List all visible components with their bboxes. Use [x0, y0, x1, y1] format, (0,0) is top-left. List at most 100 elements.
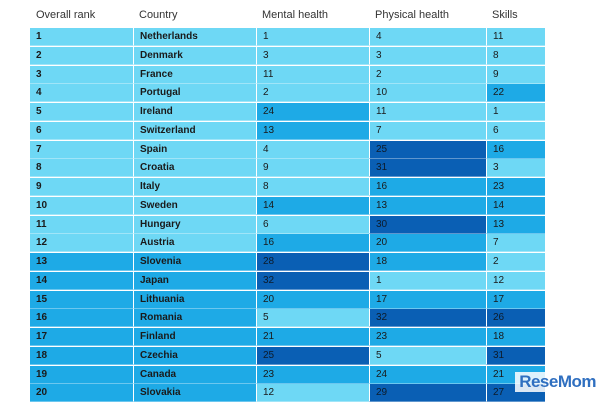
- rank-cell: 2: [30, 46, 133, 65]
- table-row: 3 France 11 2 9: [30, 65, 545, 84]
- skills-cell: 12: [486, 271, 545, 290]
- rank-cell: 13: [30, 253, 133, 271]
- skills-cell: 6: [486, 121, 545, 140]
- physical-health-cell: 29: [369, 384, 486, 402]
- country-cell: Czechia: [133, 346, 256, 365]
- mental-health-cell: 11: [256, 65, 369, 84]
- column-header-mental-health: Mental health: [262, 9, 329, 21]
- mental-health-cell: 21: [256, 328, 369, 346]
- physical-health-cell: 32: [369, 309, 486, 328]
- rank-cell: 11: [30, 215, 133, 234]
- physical-health-cell: 7: [369, 121, 486, 140]
- mental-health-cell: 28: [256, 253, 369, 271]
- table-row: 15 Lithuania 20 17 17: [30, 290, 545, 309]
- physical-health-cell: 13: [369, 196, 486, 215]
- column-header-physical-health: Physical health: [375, 9, 449, 21]
- table-row: 17 Finland 21 23 18: [30, 328, 545, 346]
- rank-cell: 17: [30, 328, 133, 346]
- skills-cell: 13: [486, 215, 545, 234]
- physical-health-cell: 2: [369, 65, 486, 84]
- rank-cell: 10: [30, 196, 133, 215]
- ranking-table: 1 Netherlands 1 4 11 2 Denmark 3 3 8 3 France 11 2 9 4 P…: [30, 28, 545, 402]
- mental-health-cell: 1: [256, 28, 369, 46]
- skills-cell: 11: [486, 28, 545, 46]
- table-row: 20 Slovakia 12 29 27: [30, 384, 545, 402]
- mental-health-cell: 4: [256, 140, 369, 159]
- country-cell: Finland: [133, 328, 256, 346]
- mental-health-cell: 16: [256, 234, 369, 253]
- skills-cell: 7: [486, 234, 545, 253]
- table-row: 16 Romania 5 32 26: [30, 309, 545, 328]
- mental-health-cell: 14: [256, 196, 369, 215]
- rank-cell: 7: [30, 140, 133, 159]
- physical-health-cell: 23: [369, 328, 486, 346]
- column-header-row: Overall rank Country Mental health Physi…: [0, 0, 610, 28]
- rank-cell: 15: [30, 290, 133, 309]
- column-header-country: Country: [139, 9, 178, 21]
- physical-health-cell: 10: [369, 84, 486, 103]
- mental-health-cell: 5: [256, 309, 369, 328]
- skills-cell: 14: [486, 196, 545, 215]
- physical-health-cell: 4: [369, 28, 486, 46]
- rank-cell: 4: [30, 84, 133, 103]
- rank-cell: 14: [30, 271, 133, 290]
- skills-cell: 22: [486, 84, 545, 103]
- table-row: 11 Hungary 6 30 13: [30, 215, 545, 234]
- physical-health-cell: 24: [369, 365, 486, 384]
- physical-health-cell: 1: [369, 271, 486, 290]
- skills-cell: 31: [486, 346, 545, 365]
- rank-cell: 12: [30, 234, 133, 253]
- table-row: 10 Sweden 14 13 14: [30, 196, 545, 215]
- country-cell: Japan: [133, 271, 256, 290]
- mental-health-cell: 8: [256, 178, 369, 196]
- country-cell: Romania: [133, 309, 256, 328]
- column-header-skills: Skills: [492, 9, 518, 21]
- skills-cell: 23: [486, 178, 545, 196]
- physical-health-cell: 17: [369, 290, 486, 309]
- physical-health-cell: 3: [369, 46, 486, 65]
- physical-health-cell: 5: [369, 346, 486, 365]
- skills-cell: 3: [486, 159, 545, 178]
- watermark-text: ReseMom: [519, 372, 596, 391]
- table-row: 4 Portugal 2 10 22: [30, 84, 545, 103]
- mental-health-cell: 12: [256, 384, 369, 402]
- mental-health-cell: 13: [256, 121, 369, 140]
- country-cell: Hungary: [133, 215, 256, 234]
- country-cell: Switzerland: [133, 121, 256, 140]
- rank-cell: 20: [30, 384, 133, 402]
- table-row: 2 Denmark 3 3 8: [30, 46, 545, 65]
- skills-cell: 16: [486, 140, 545, 159]
- mental-health-cell: 2: [256, 84, 369, 103]
- physical-health-cell: 30: [369, 215, 486, 234]
- country-cell: Denmark: [133, 46, 256, 65]
- physical-health-cell: 16: [369, 178, 486, 196]
- table-row: 14 Japan 32 1 12: [30, 271, 545, 290]
- physical-health-cell: 18: [369, 253, 486, 271]
- country-cell: Lithuania: [133, 290, 256, 309]
- country-cell: Croatia: [133, 159, 256, 178]
- skills-cell: 18: [486, 328, 545, 346]
- country-cell: Sweden: [133, 196, 256, 215]
- table-row: 13 Slovenia 28 18 2: [30, 253, 545, 271]
- country-cell: Ireland: [133, 103, 256, 121]
- skills-cell: 2: [486, 253, 545, 271]
- table-row: 5 Ireland 24 11 1: [30, 103, 545, 121]
- mental-health-cell: 24: [256, 103, 369, 121]
- skills-cell: 8: [486, 46, 545, 65]
- country-cell: Italy: [133, 178, 256, 196]
- table-row: 1 Netherlands 1 4 11: [30, 28, 545, 46]
- mental-health-cell: 9: [256, 159, 369, 178]
- country-cell: Slovenia: [133, 253, 256, 271]
- skills-cell: 9: [486, 65, 545, 84]
- watermark-logo: ReseMom: [515, 372, 600, 392]
- country-cell: Canada: [133, 365, 256, 384]
- country-cell: Portugal: [133, 84, 256, 103]
- country-cell: France: [133, 65, 256, 84]
- rank-cell: 1: [30, 28, 133, 46]
- rank-cell: 8: [30, 159, 133, 178]
- country-cell: Spain: [133, 140, 256, 159]
- rank-cell: 3: [30, 65, 133, 84]
- mental-health-cell: 23: [256, 365, 369, 384]
- table-row: 18 Czechia 25 5 31: [30, 346, 545, 365]
- physical-health-cell: 31: [369, 159, 486, 178]
